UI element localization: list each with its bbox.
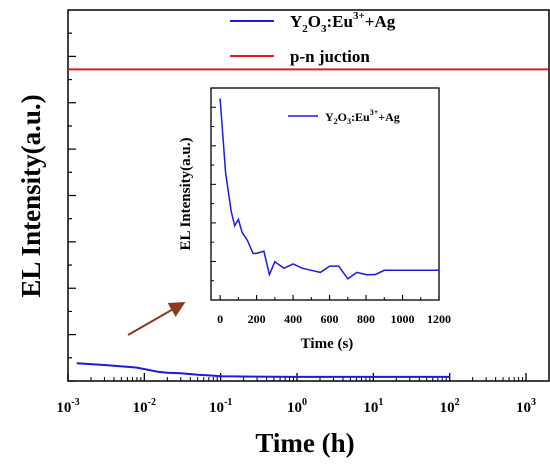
inset-legend: Y2O3:Eu3++Ag <box>288 108 400 126</box>
inset-plot-frame <box>210 87 440 301</box>
main-y-axis-label: EL Intensity(a.u.) <box>16 94 46 297</box>
main-x-tick-label-2: 10-1 <box>209 397 232 416</box>
main-x-tick-label-4: 101 <box>363 397 383 416</box>
inset-x-tick-label-4: 800 <box>357 312 375 326</box>
main-series-line-0 <box>76 362 450 378</box>
main-series-lines <box>68 68 549 378</box>
inset-series-lines <box>219 98 439 280</box>
main-legend: Y2O3:Eu3++Ag p-n juction <box>230 10 396 66</box>
inset-x-tick-label-5: 1000 <box>391 312 415 326</box>
inset-x-tick-label-1: 200 <box>248 312 266 326</box>
inset-x-tick-label-6: 1200 <box>427 312 451 326</box>
inset-y-axis-label: EL Intensity(a.u.) <box>178 138 194 251</box>
inset-legend-label-0: Y2O3:Eu3++Ag <box>325 108 400 126</box>
main-y-ticks <box>68 32 76 382</box>
main-x-axis-label: Time (h) <box>255 428 354 458</box>
main-x-tick-label-0: 10-3 <box>56 397 79 416</box>
main-legend-label-0: Y2O3:Eu3++Ag <box>290 10 396 35</box>
inset-series-line-0 <box>219 98 439 280</box>
inset-y-ticks <box>211 106 216 282</box>
inset-x-tick-label-2: 400 <box>284 312 302 326</box>
inset-x-ticks: 0 200 400 600 800 1000 1200 <box>217 295 451 326</box>
main-x-tick-label-6: 103 <box>516 397 536 416</box>
inset-x-axis-label: Time (s) <box>301 336 354 352</box>
main-x-ticks: 10-3 10-2 10-1 100 101 102 103 <box>56 373 536 416</box>
inset-x-tick-label-3: 600 <box>321 312 339 326</box>
inset-pointer-arrow <box>127 302 186 336</box>
main-x-tick-label-3: 100 <box>287 397 307 416</box>
main-x-tick-label-5: 102 <box>440 397 460 416</box>
main-x-tick-label-1: 10-2 <box>133 397 156 416</box>
main-legend-label-1: p-n juction <box>290 47 370 66</box>
inset-x-tick-label-0: 0 <box>217 312 223 326</box>
